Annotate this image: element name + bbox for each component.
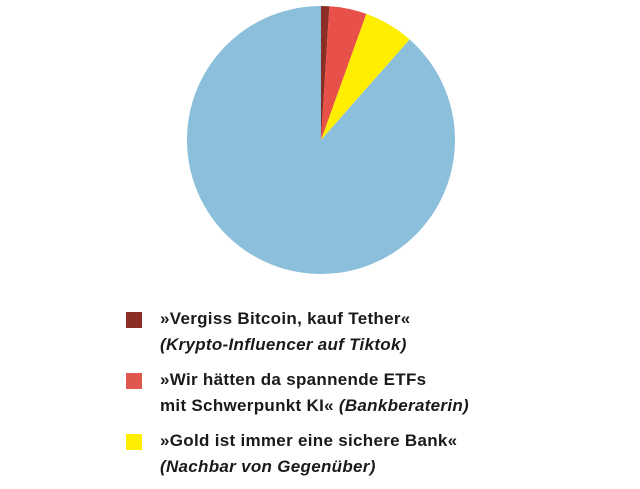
legend-item-etfs: »Wir hätten da spannende ETFs mit Schwer… xyxy=(126,367,626,419)
legend-item-gold: »Gold ist immer eine sichere Bank« (Nach… xyxy=(126,428,626,480)
legend-swatch-gold xyxy=(126,434,142,450)
pie-slice-tether xyxy=(321,6,330,140)
pie-slice-etfs xyxy=(321,6,367,140)
legend-quote-gold: »Gold ist immer eine sichere Bank« xyxy=(160,431,458,450)
legend-swatch-etfs xyxy=(126,373,142,389)
legend-quote-etfs-line1: »Wir hätten da spannende ETFs xyxy=(160,370,427,389)
legend-source-gold: (Nachbar von Gegenüber) xyxy=(160,457,376,476)
legend-item-tether: »Vergiss Bitcoin, kauf Tether« (Krypto-I… xyxy=(126,306,626,358)
pie-chart xyxy=(186,6,455,274)
legend-swatch-tether xyxy=(126,312,142,328)
legend-source-tether: (Krypto-Influencer auf Tiktok) xyxy=(160,335,407,354)
pie-slice-gold xyxy=(321,13,410,141)
legend-quote-etfs-line2: mit Schwerpunkt KI« xyxy=(160,396,334,415)
legend-source-etfs: (Bankberaterin) xyxy=(338,396,470,415)
legend: »Vergiss Bitcoin, kauf Tether« (Krypto-I… xyxy=(126,306,626,489)
legend-quote-tether: »Vergiss Bitcoin, kauf Tether« xyxy=(160,309,411,328)
pie-slice-rest xyxy=(186,6,455,274)
